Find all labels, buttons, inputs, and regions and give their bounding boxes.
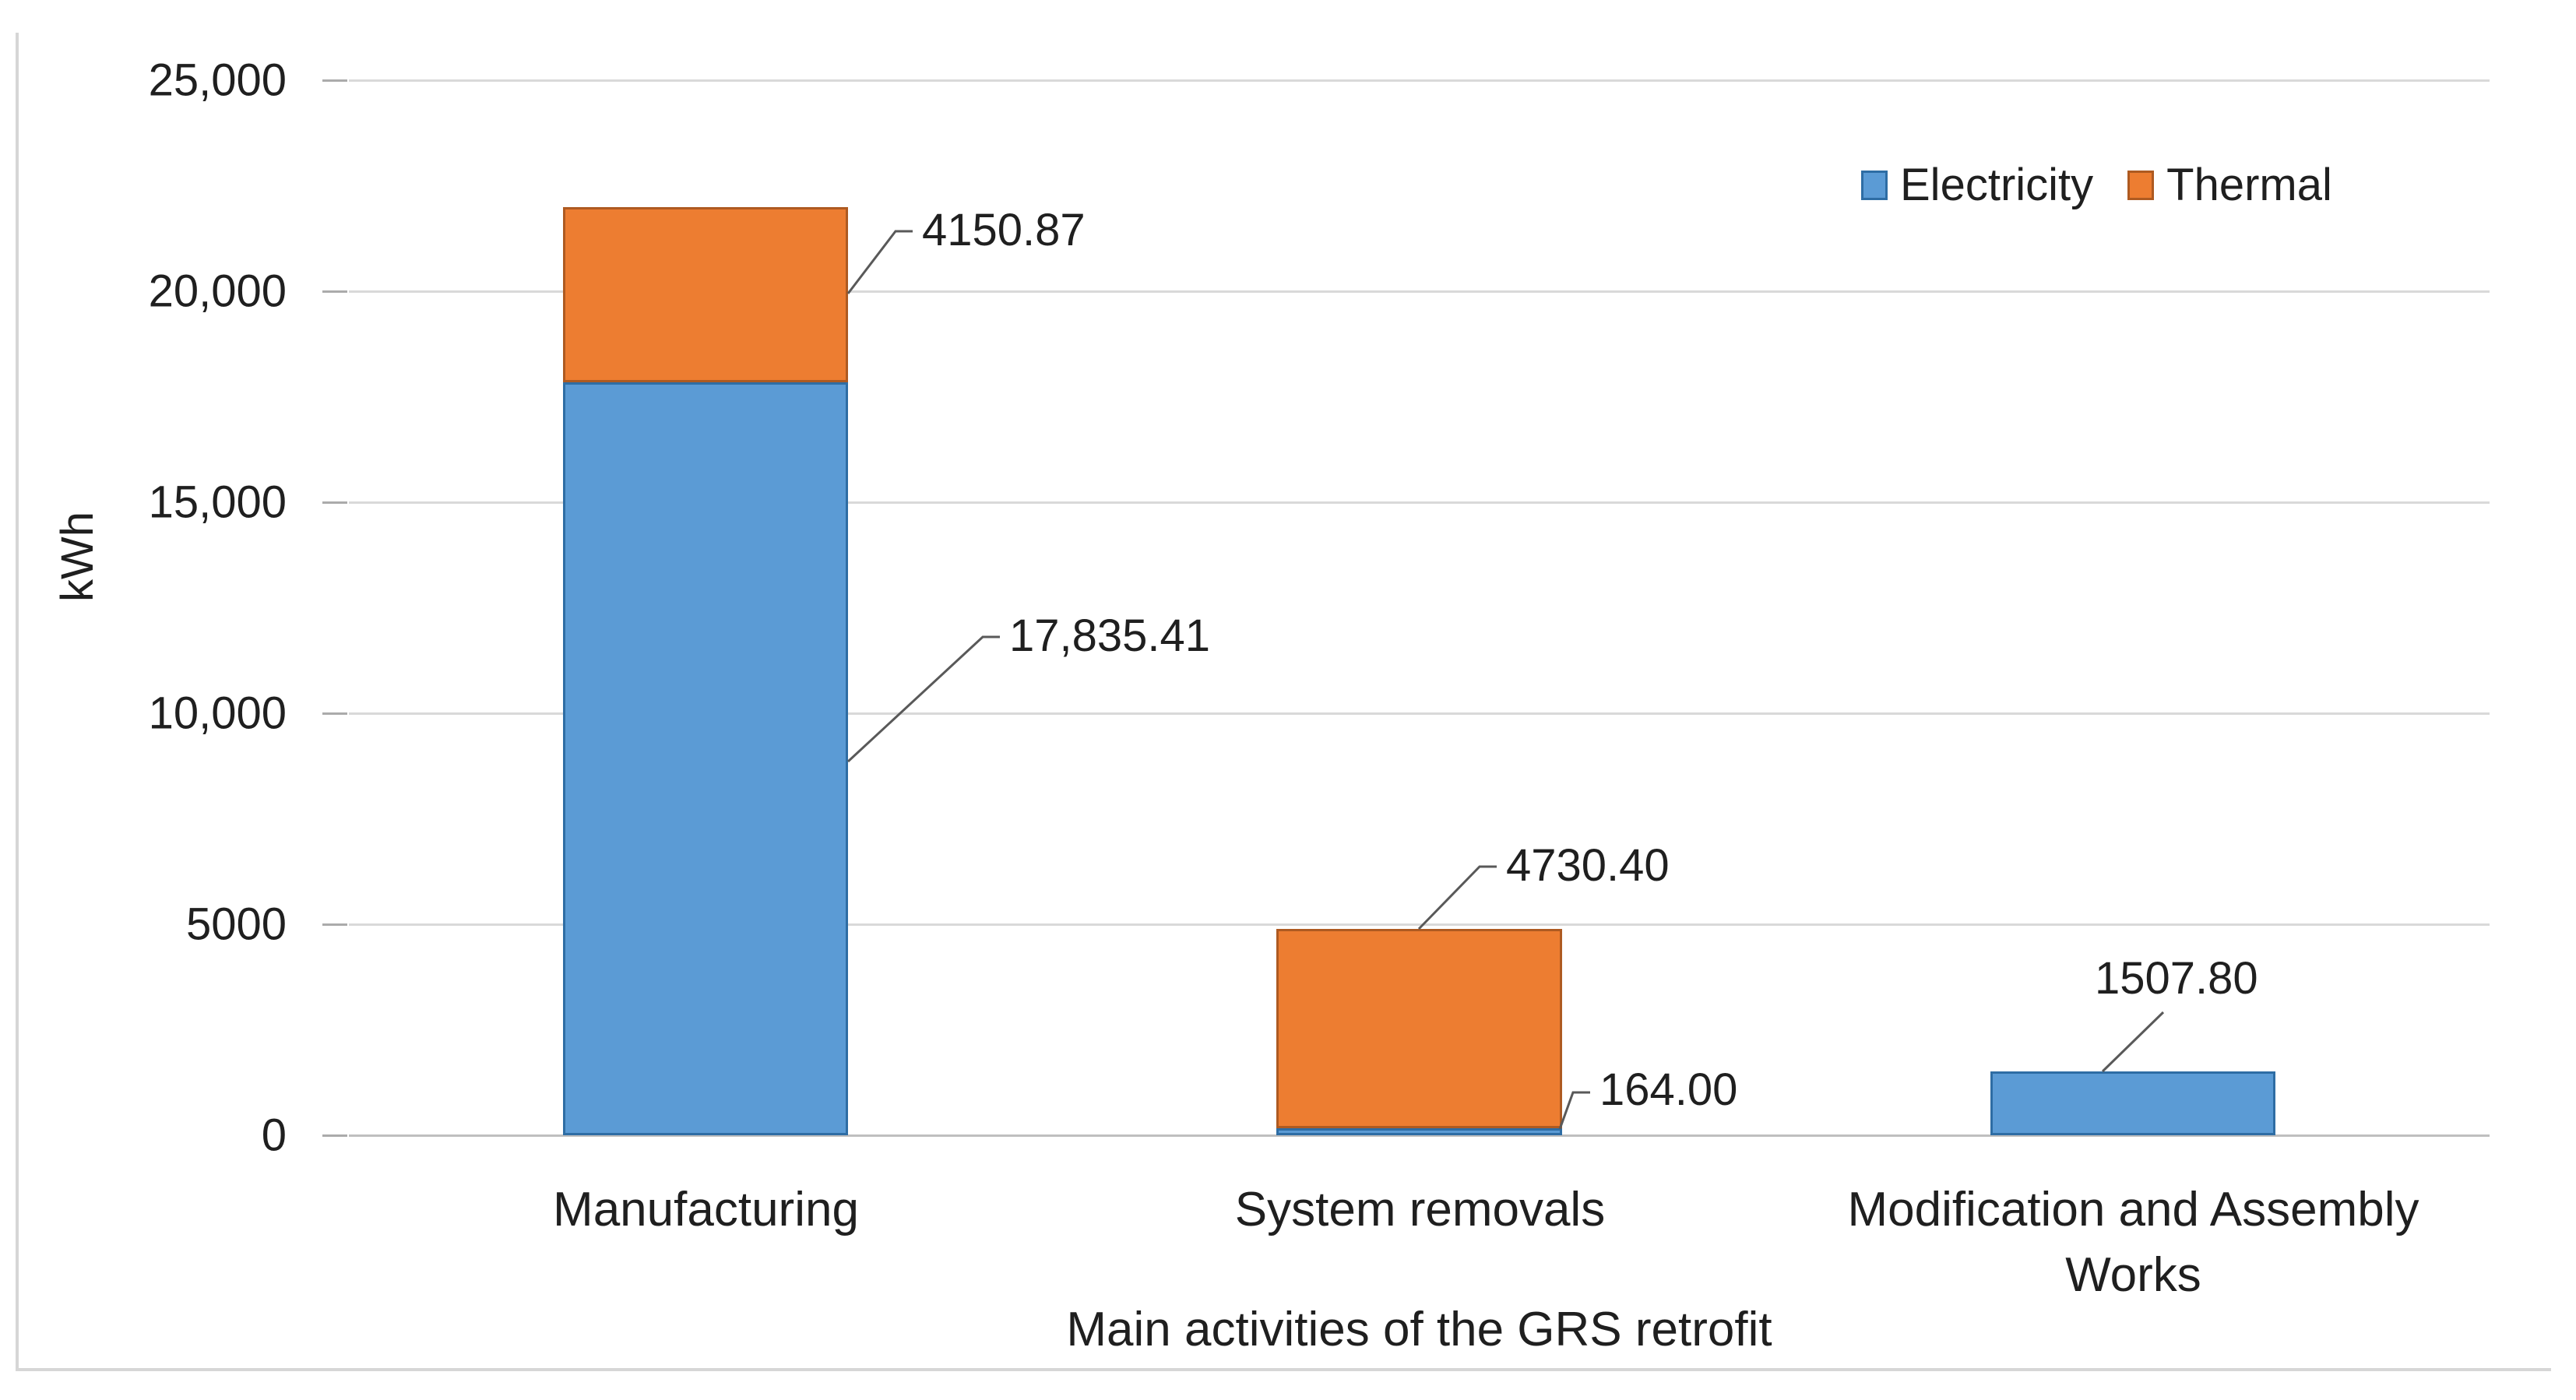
- thermal-swatch-icon: [2127, 170, 2155, 200]
- plot-area: [349, 79, 2490, 1137]
- data-label-modification-electricity: 1507.80: [2095, 953, 2258, 1004]
- bar-segment-thermal-manufacturing: [562, 207, 849, 383]
- x-axis-line: [349, 1134, 2490, 1137]
- bar-segment-electricity-modification-and-assembly-works: [1990, 1071, 2276, 1135]
- bar-segment-electricity-manufacturing: [562, 382, 849, 1135]
- y-axis-tick-mark: [322, 79, 347, 82]
- gridline-25000: [349, 79, 2490, 82]
- category-label-modification-assembly-works: Modification and Assembly Works: [1847, 1183, 2419, 1302]
- category-label-system-removals: System removals: [1234, 1183, 1606, 1236]
- data-label-system-thermal: 4730.40: [1506, 840, 1670, 892]
- electricity-swatch-icon: [1861, 170, 1888, 200]
- gridline-15000: [349, 501, 2490, 504]
- data-label-manufacturing-electricity: 17,835.41: [1009, 610, 1211, 662]
- y-tick-label-5000: 5000: [185, 899, 287, 950]
- y-tick-label-0: 0: [261, 1110, 287, 1161]
- legend-label-electricity: Electricity: [1900, 160, 2094, 210]
- y-axis-tick-mark: [322, 290, 347, 293]
- y-tick-label-20,000: 20,000: [148, 266, 287, 317]
- bar-segment-thermal-system-removals: [1276, 928, 1562, 1129]
- gridline-20000: [349, 290, 2490, 293]
- legend-item-thermal: Thermal: [2127, 159, 2332, 211]
- bar-segment-electricity-system-removals: [1276, 1128, 1562, 1135]
- y-tick-label-10,000: 10,000: [148, 688, 287, 739]
- category-label-manufacturing: Manufacturing: [553, 1183, 859, 1236]
- y-axis-tick-mark: [322, 923, 347, 926]
- data-label-manufacturing-thermal: 4150.87: [922, 205, 1086, 256]
- x-axis-title: Main activities of the GRS retrofit: [1066, 1303, 1772, 1356]
- y-axis-tick-mark: [322, 712, 347, 715]
- y-tick-label-15,000: 15,000: [148, 477, 287, 528]
- gridline-10000: [349, 712, 2490, 715]
- y-tick-label-25,000: 25,000: [148, 55, 287, 106]
- data-label-system-electricity: 164.00: [1599, 1064, 1738, 1116]
- y-axis-tick-mark: [322, 501, 347, 504]
- chart-frame-left-border: [16, 33, 19, 1370]
- legend: Electricity Thermal: [1861, 159, 2332, 211]
- legend-label-thermal: Thermal: [2166, 160, 2332, 210]
- legend-item-electricity: Electricity: [1861, 159, 2093, 211]
- y-axis-tick-mark: [322, 1134, 347, 1137]
- chart-frame-bottom-border: [16, 1368, 2551, 1371]
